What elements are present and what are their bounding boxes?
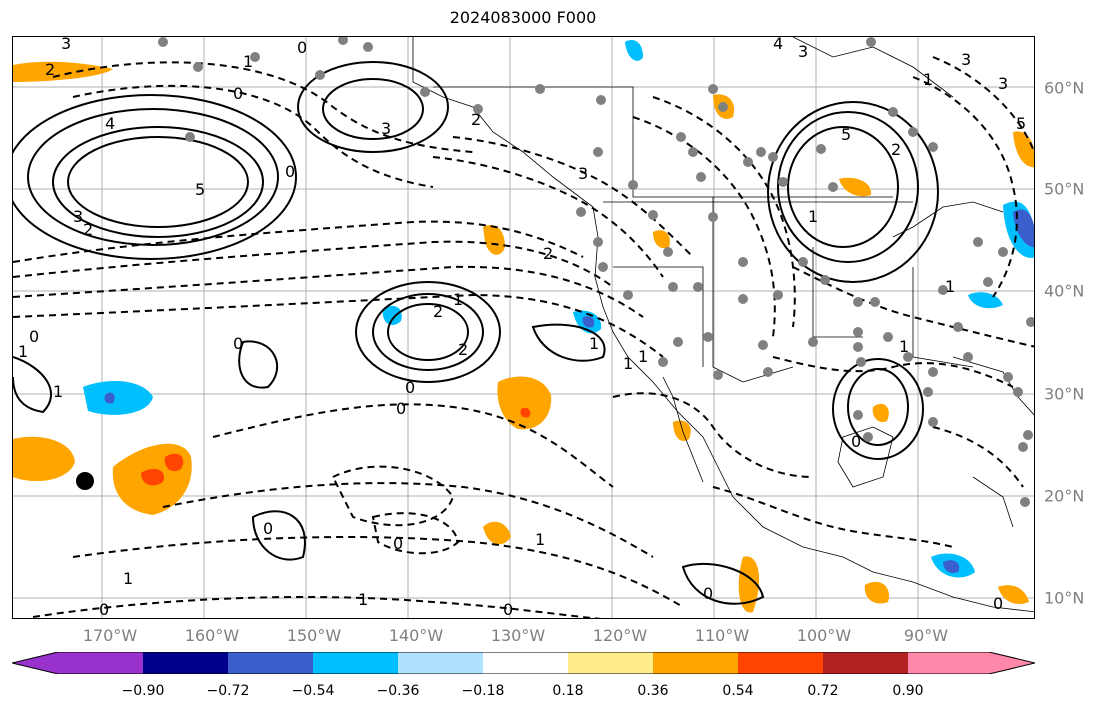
- contour-label: 0: [297, 38, 307, 57]
- map-canvas: 3 2 1 0 0 1 0 3 2 4 3 5 5 3 2 1 0 3 2 1 …: [13, 37, 1034, 619]
- contour-label: 0: [99, 600, 109, 619]
- highlighted-station-marker: [76, 472, 94, 490]
- lon-label-150w: 150°W: [286, 626, 342, 645]
- map-title: 2024083000 F000: [449, 8, 597, 27]
- contour-label: 2: [433, 302, 443, 321]
- lon-label-160w: 160°W: [184, 626, 240, 645]
- contour-label: 0: [233, 334, 243, 353]
- contour-label: 2: [891, 140, 901, 159]
- lat-label-10n: 10°N: [1044, 588, 1085, 608]
- contour-label: 5: [1016, 114, 1026, 133]
- shaded-anomalies: [13, 39, 1034, 613]
- colorbar-tick-label: 0.18: [552, 683, 584, 699]
- station-markers: [158, 37, 1034, 507]
- contour-label: 2: [45, 60, 55, 79]
- lon-label-100w: 100°W: [796, 626, 852, 645]
- colorbar: [12, 652, 1035, 674]
- contour-label: 3: [998, 74, 1008, 93]
- contour-label: 2: [83, 220, 93, 239]
- contour-label: 2: [543, 244, 553, 263]
- contour-label: 1: [535, 530, 545, 549]
- contour-label: 5: [841, 125, 851, 144]
- contour-label: 2: [458, 340, 468, 359]
- contours-positive: [13, 61, 939, 605]
- contour-label: 0: [285, 162, 295, 181]
- colorbar-tick-label: −0.90: [121, 683, 165, 699]
- lat-label-50n: 50°N: [1044, 179, 1085, 199]
- colorbar-segment: [908, 652, 1035, 674]
- lon-label-140w: 140°W: [388, 626, 444, 645]
- contour-label: 1: [358, 590, 368, 609]
- contour-label: 1: [123, 569, 133, 588]
- colorbar-tick-label: 0.54: [722, 683, 754, 699]
- contour-label: 0: [405, 378, 415, 397]
- colorbar-segment: [313, 652, 398, 674]
- colorbar-segment: [398, 652, 483, 674]
- contour-label: 0: [263, 519, 273, 538]
- contour-label: 4: [105, 114, 115, 133]
- contour-label: 1: [945, 277, 955, 296]
- contour-label: 0: [703, 584, 713, 603]
- lat-label-60n: 60°N: [1044, 78, 1085, 98]
- contour-label: 3: [381, 119, 391, 138]
- contour-label: 0: [233, 84, 243, 103]
- lat-label-40n: 40°N: [1044, 281, 1085, 301]
- colorbar-segment: [653, 652, 738, 674]
- colorbar-tick-label: 0.36: [637, 683, 669, 699]
- graticule: [13, 37, 1034, 618]
- contour-label: 2: [471, 110, 481, 129]
- colorbar-segment: [143, 652, 228, 674]
- contour-label: 3: [73, 207, 83, 226]
- contour-label: 0: [393, 534, 403, 553]
- contour-label: 1: [589, 334, 599, 353]
- lat-label-20n: 20°N: [1044, 486, 1085, 506]
- colorbar-tick-label: −0.54: [291, 683, 335, 699]
- colorbar-segment: [483, 652, 568, 674]
- colorbar-tick-label: 0.90: [892, 683, 924, 699]
- colorbar-tick-label: −0.36: [376, 683, 420, 699]
- lat-label-30n: 30°N: [1044, 384, 1085, 404]
- contour-label: 3: [578, 164, 588, 183]
- colorbar-segment: [568, 652, 653, 674]
- contour-label: 0: [851, 432, 861, 451]
- contour-label: 0: [503, 600, 513, 619]
- contour-label: 1: [638, 347, 648, 366]
- contour-label: 4: [773, 37, 783, 53]
- contour-label: 0: [993, 594, 1003, 613]
- colorbar-segment: [823, 652, 908, 674]
- colorbar-segment: [738, 652, 823, 674]
- colorbar-segment: [228, 652, 313, 674]
- contour-label: 1: [623, 354, 633, 373]
- contour-label: 1: [453, 290, 463, 309]
- contour-label: 1: [53, 382, 63, 401]
- lon-label-120w: 120°W: [592, 626, 648, 645]
- contour-label: 1: [243, 52, 253, 71]
- contour-label: 1: [808, 207, 818, 226]
- lon-label-110w: 110°W: [694, 626, 750, 645]
- contour-label: 0: [396, 399, 406, 418]
- contour-label: 3: [798, 42, 808, 61]
- colorbar-tick-label: −0.18: [461, 683, 505, 699]
- contour-label: 5: [195, 180, 205, 199]
- contour-label: 0: [29, 327, 39, 346]
- contour-label: 1: [923, 70, 933, 89]
- colorbar-tick-label: 0.72: [807, 683, 839, 699]
- contour-labels: 3 2 1 0 0 1 0 3 2 4 3 5 5 3 2 1 0 3 2 1 …: [18, 37, 1026, 619]
- contours-negative: [13, 56, 1034, 618]
- contour-label: 3: [961, 50, 971, 69]
- colorbar-tick-label: −0.72: [206, 683, 250, 699]
- lon-label-90w: 90°W: [903, 626, 949, 645]
- contour-label: 1: [18, 342, 28, 361]
- contour-label: 1: [899, 337, 909, 356]
- lon-label-170w: 170°W: [82, 626, 138, 645]
- lon-label-130w: 130°W: [490, 626, 546, 645]
- contour-label: 3: [61, 37, 71, 53]
- colorbar-segment: [12, 652, 143, 674]
- map-panel: 3 2 1 0 0 1 0 3 2 4 3 5 5 3 2 1 0 3 2 1 …: [12, 36, 1035, 619]
